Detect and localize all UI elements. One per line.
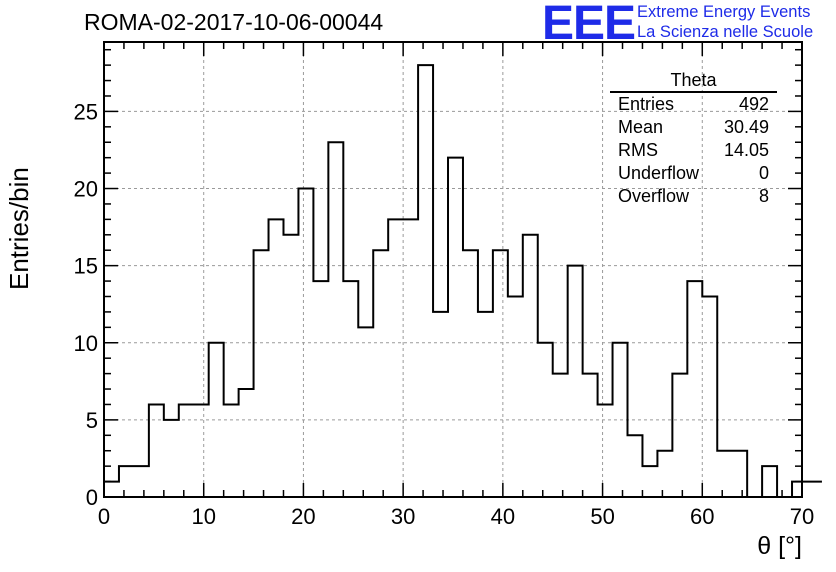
stats-row-entries: Entries 492 [610,93,777,116]
stats-label: Underflow [618,163,700,183]
axis-tick-labels: 0 10 20 30 40 50 60 70 0 5 10 15 20 25 [74,99,815,529]
y-tick-label: 5 [86,408,98,433]
stats-value: 0 [758,163,769,183]
y-tick-label: 25 [74,99,98,124]
stats-label: Overflow [618,186,690,206]
stats-label: Entries [618,94,675,114]
stats-label: Mean [618,117,664,137]
stats-row-rms: RMS 14.05 [610,139,777,162]
x-tick-label: 70 [790,504,814,529]
x-tick-label: 30 [391,504,415,529]
axis-ticks [103,42,803,498]
stats-value: 8 [758,186,769,206]
y-tick-label: 0 [86,485,98,510]
plot-frame [103,41,803,498]
stats-value: 492 [738,94,769,114]
x-axis-label: θ [°] [757,532,802,560]
logo-caption-line1: Extreme Energy Events [637,3,811,21]
run-title: ROMA-02-2017-10-06-00044 [84,9,384,35]
x-tick-label: 40 [491,504,515,529]
grid-lines [104,42,802,497]
y-tick-label: 20 [74,177,98,202]
y-tick-label: 10 [74,331,98,356]
x-tick-label: 0 [98,504,110,529]
logo-caption: Extreme Energy Events La Scienza nelle S… [637,2,813,42]
stats-value: 14.05 [723,140,769,160]
x-tick-label: 50 [590,504,614,529]
eee-logo: EEE [542,0,636,50]
histogram-bars [103,64,822,498]
stats-box: Theta Entries 492 Mean 30.49 RMS 14.05 U… [610,70,777,208]
stats-title: Theta [610,70,777,93]
y-axis-label: Entries/bin [4,167,34,290]
stats-row-overflow: Overflow 8 [610,185,777,208]
stats-value: 30.49 [723,117,769,137]
stats-row-underflow: Underflow 0 [610,162,777,185]
histogram-line [103,64,822,498]
x-tick-label: 20 [291,504,315,529]
stats-label: RMS [618,140,658,160]
y-tick-label: 15 [74,254,98,279]
x-tick-label: 10 [191,504,215,529]
logo-caption-line2: La Scienza nelle Scuole [637,23,814,41]
x-tick-label: 60 [690,504,714,529]
stats-row-mean: Mean 30.49 [610,116,777,139]
